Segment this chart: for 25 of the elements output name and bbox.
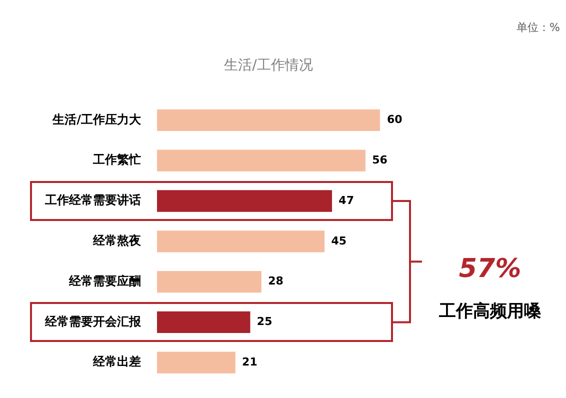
bar	[157, 352, 236, 374]
data-label: 45	[331, 234, 347, 248]
y-tick-label: 生活/工作压力大	[52, 112, 142, 126]
y-tick-label: 经常熬夜	[92, 234, 142, 248]
bar	[157, 311, 250, 334]
y-tick-label: 经常需要开会汇报	[44, 314, 142, 328]
text: 单位：%	[516, 20, 560, 34]
bar	[157, 270, 262, 293]
data-label: 21	[242, 355, 258, 368]
y-tick-label: 经常出差	[92, 354, 141, 369]
bar	[157, 230, 325, 252]
y-tick-label: 经常需要应酬	[68, 274, 141, 288]
bar	[157, 109, 380, 132]
data-label: 28	[268, 274, 284, 288]
y-tick-label: 工作经常需要讲话	[44, 193, 141, 208]
data-label: 60	[387, 113, 403, 126]
y-tick-label: 工作繁忙	[92, 152, 141, 167]
text: 57%	[458, 254, 522, 284]
bar	[157, 190, 332, 212]
data-label: 25	[256, 315, 272, 328]
text: 工作高频用嗓	[438, 301, 542, 322]
data-label: 47	[338, 194, 354, 207]
chart-title: 生活/工作情况	[224, 58, 313, 74]
bar	[157, 150, 366, 172]
data-label: 56	[372, 153, 388, 166]
